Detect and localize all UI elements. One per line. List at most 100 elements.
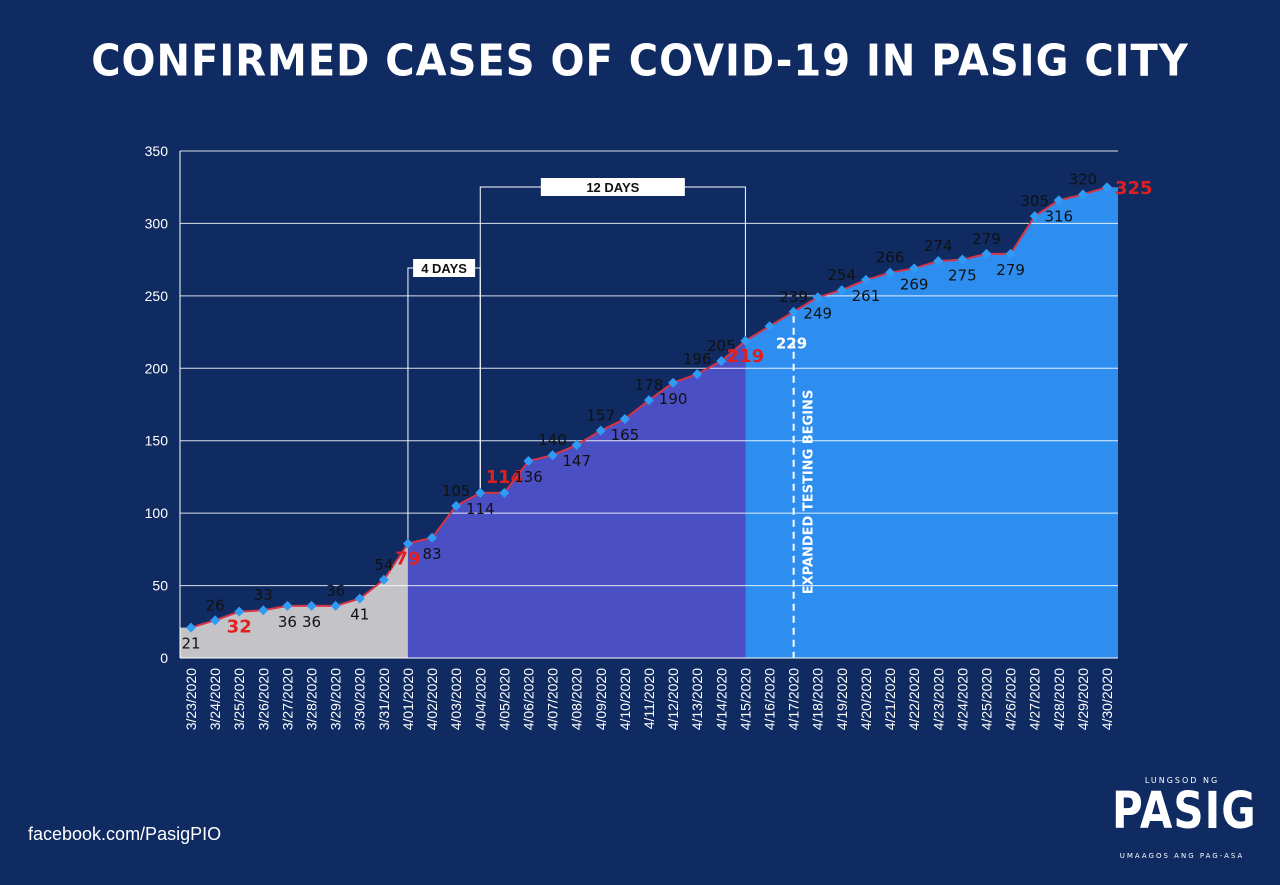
pasig-logo: LUNGSOD NG PASIG UMAAGOS ANG PAG-ASA <box>1112 776 1256 866</box>
x-tick-label: 4/08/2020 <box>569 668 585 730</box>
data-point <box>885 267 896 278</box>
expanded-testing-label: EXPANDED TESTING BEGINS <box>802 390 817 595</box>
x-tick-label: 4/21/2020 <box>882 668 898 730</box>
data-point <box>234 606 245 617</box>
data-point <box>330 600 341 611</box>
data-label: 36 <box>326 582 345 600</box>
x-tick-label: 4/05/2020 <box>496 668 512 730</box>
data-label: 26 <box>206 596 225 614</box>
x-tick-label: 3/25/2020 <box>231 668 247 730</box>
data-label: 196 <box>683 350 712 368</box>
x-tick-label: 4/14/2020 <box>713 668 729 730</box>
x-tick-label: 4/26/2020 <box>1003 668 1019 730</box>
data-point <box>210 615 221 626</box>
data-point <box>427 532 438 543</box>
logo-top-text: LUNGSOD NG <box>1144 776 1220 785</box>
data-label: 136 <box>514 468 543 486</box>
x-tick-label: 3/29/2020 <box>328 668 344 730</box>
data-label: 305 <box>1020 192 1049 210</box>
data-point <box>764 321 775 332</box>
x-tick-label: 4/07/2020 <box>545 668 561 730</box>
x-tick-label: 4/20/2020 <box>858 668 874 730</box>
x-tick-label: 4/18/2020 <box>810 668 826 730</box>
data-point <box>523 455 534 466</box>
facebook-link[interactable]: facebook.com/PasigPIO <box>28 824 222 844</box>
data-point <box>595 425 606 436</box>
data-label: 249 <box>803 304 832 322</box>
data-point <box>402 538 413 549</box>
y-tick-label: 250 <box>145 288 169 304</box>
x-tick-label: 4/13/2020 <box>689 668 705 730</box>
data-label: 261 <box>852 287 881 305</box>
data-point <box>306 600 317 611</box>
data-label: 229 <box>776 334 807 352</box>
data-label: 320 <box>1069 170 1098 188</box>
data-point <box>1005 248 1016 259</box>
data-point <box>1053 195 1064 206</box>
data-label: 219 <box>727 346 765 367</box>
phase-area-2 <box>407 340 746 658</box>
data-point <box>1102 182 1112 193</box>
data-label: 54 <box>374 556 393 574</box>
bracket-label: 4 DAYS <box>421 261 467 276</box>
data-point <box>644 395 654 406</box>
phase-area-1 <box>180 543 408 658</box>
x-tick-label: 4/02/2020 <box>424 668 440 730</box>
data-point <box>981 248 992 259</box>
x-tick-label: 4/10/2020 <box>617 668 633 730</box>
data-label: 279 <box>996 261 1025 279</box>
y-tick-label: 300 <box>145 215 169 231</box>
x-tick-label: 4/23/2020 <box>930 668 946 730</box>
data-point <box>1029 211 1040 222</box>
y-tick-label: 200 <box>145 360 169 376</box>
y-tick-label: 0 <box>160 650 168 666</box>
x-tick-label: 4/16/2020 <box>762 668 778 730</box>
data-point <box>933 256 944 267</box>
x-tick-label: 4/06/2020 <box>520 668 536 730</box>
data-point <box>1077 189 1088 200</box>
data-label: 274 <box>924 237 953 255</box>
data-label: 32 <box>227 617 252 638</box>
data-point <box>668 377 679 388</box>
data-point <box>451 500 462 511</box>
data-point <box>354 593 365 604</box>
y-tick-label: 150 <box>145 433 169 449</box>
x-tick-label: 3/26/2020 <box>255 668 271 730</box>
x-tick-label: 4/03/2020 <box>448 668 464 730</box>
data-point <box>909 263 920 274</box>
data-label: 178 <box>635 376 664 394</box>
data-label: 83 <box>423 545 442 563</box>
data-label: 41 <box>350 606 369 624</box>
data-label: 239 <box>779 288 808 306</box>
data-label: 269 <box>900 275 929 293</box>
y-tick-label: 100 <box>145 505 169 521</box>
data-point <box>788 306 799 317</box>
data-point <box>740 335 751 346</box>
data-point <box>812 292 823 303</box>
data-point <box>860 274 871 285</box>
x-tick-label: 4/29/2020 <box>1075 668 1091 730</box>
data-point <box>282 600 293 611</box>
data-label: 36 <box>278 613 297 631</box>
data-label: 33 <box>254 586 273 604</box>
data-label: 157 <box>586 407 615 425</box>
x-tick-label: 4/11/2020 <box>641 668 657 729</box>
x-tick-label: 4/19/2020 <box>834 668 850 730</box>
x-tick-label: 4/30/2020 <box>1099 668 1115 730</box>
x-tick-label: 4/15/2020 <box>737 668 753 730</box>
data-label: 147 <box>562 452 591 470</box>
bracket-label-box <box>540 178 685 196</box>
x-tick-label: 4/12/2020 <box>665 668 681 730</box>
data-point <box>475 487 486 498</box>
x-tick-label: 4/25/2020 <box>978 668 994 730</box>
bracket-label: 12 DAYS <box>586 180 639 195</box>
data-label: 205 <box>707 337 736 355</box>
data-label: 105 <box>442 482 471 500</box>
phase-area-3 <box>745 187 1118 658</box>
data-label: 165 <box>611 426 640 444</box>
data-label: 316 <box>1044 207 1073 225</box>
data-point <box>619 413 630 424</box>
data-label: 36 <box>302 613 321 631</box>
